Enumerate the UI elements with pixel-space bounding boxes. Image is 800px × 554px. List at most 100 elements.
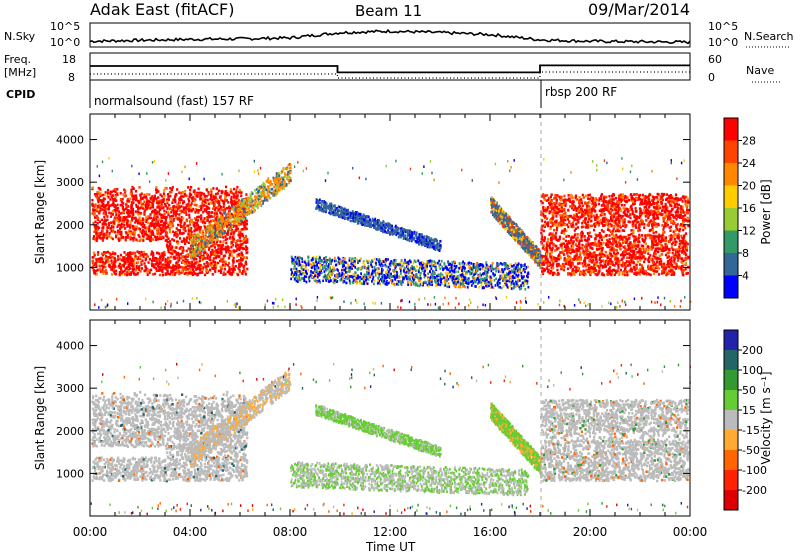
scatter-point — [411, 272, 413, 275]
scatter-point — [354, 257, 357, 260]
scatter-point — [310, 263, 313, 267]
scatter-point — [500, 270, 503, 273]
scatter-point — [338, 261, 340, 265]
scatter-point — [290, 273, 293, 276]
scatter-point — [451, 276, 454, 279]
scatter-point — [228, 219, 231, 222]
scatter-point — [221, 263, 225, 267]
scatter-point — [418, 272, 421, 275]
scatter-point — [370, 263, 373, 266]
scatter-point — [233, 205, 235, 209]
scatter-point — [263, 199, 266, 202]
scatter-point — [344, 268, 346, 272]
scatter-point — [492, 267, 495, 271]
scatter-point — [488, 280, 490, 284]
scatter-point — [511, 264, 513, 268]
scatter-point — [454, 275, 457, 279]
scatter-point — [107, 260, 110, 263]
scatter-point — [106, 215, 109, 218]
scatter-point — [490, 278, 493, 282]
scatter-point — [484, 281, 486, 285]
scatter-point — [421, 261, 424, 264]
scatter-point — [149, 216, 153, 220]
scatter-point — [143, 224, 146, 227]
scatter-point — [153, 225, 156, 228]
scatter-point — [453, 279, 455, 282]
scatter-point — [189, 229, 192, 232]
scatter-point — [202, 221, 205, 224]
scatter-point — [365, 275, 368, 279]
scatter-point — [229, 209, 231, 212]
scatter-point — [132, 225, 135, 228]
scatter-point — [238, 268, 241, 272]
scatter-point — [122, 208, 125, 211]
scatter-point — [222, 208, 225, 212]
scatter-point — [515, 273, 518, 277]
scatter-point — [476, 269, 478, 272]
scatter-point — [109, 190, 112, 194]
scatter-point — [283, 184, 286, 187]
scatter-point — [212, 253, 215, 256]
scatter-point — [174, 199, 177, 203]
scatter-point — [175, 231, 178, 234]
scatter-point — [94, 220, 97, 224]
scatter-point — [510, 283, 513, 286]
scatter-point — [438, 263, 441, 267]
scatter-point — [200, 197, 203, 201]
scatter-point — [287, 178, 290, 182]
scatter-point — [481, 286, 484, 290]
scatter-point — [253, 210, 255, 213]
scatter-point — [179, 232, 182, 235]
scatter-point — [239, 263, 242, 267]
scatter-point — [189, 188, 192, 192]
scatter-point — [495, 264, 498, 268]
scatter-point — [96, 198, 100, 202]
scatter-point — [245, 227, 248, 231]
scatter-point — [381, 267, 383, 271]
scatter-point — [463, 278, 466, 282]
scatter-point — [314, 274, 316, 277]
scatter-point — [180, 191, 183, 195]
scatter-point — [139, 230, 142, 233]
scatter-point — [384, 275, 386, 278]
scatter-point — [324, 257, 327, 261]
scatter-point — [191, 252, 194, 256]
scatter-point — [387, 258, 389, 261]
scatter-point — [351, 259, 354, 263]
scatter-point — [229, 206, 232, 210]
scatter-point — [134, 254, 137, 258]
scatter-point — [520, 263, 522, 267]
scatter-point — [506, 275, 509, 278]
scatter-point — [430, 267, 433, 271]
scatter-point — [393, 275, 396, 279]
scatter-point — [453, 284, 456, 287]
scatter-point — [244, 273, 247, 276]
scatter-point — [190, 197, 193, 200]
scatter-point — [232, 225, 235, 228]
scatter-point — [290, 255, 293, 259]
scatter-point — [320, 271, 323, 275]
scatter-point — [497, 270, 500, 273]
scatter-point — [500, 276, 503, 280]
scatter-point — [447, 268, 450, 272]
scatter-point — [134, 221, 137, 224]
scatter-point — [151, 259, 154, 263]
scatter-point — [369, 261, 372, 264]
scatter-point — [373, 257, 376, 261]
scatter-point — [198, 246, 201, 250]
scatter-point — [513, 264, 515, 267]
scatter-point — [310, 271, 313, 275]
scatter-point — [363, 277, 366, 280]
scatter-point — [206, 225, 208, 229]
scatter-point — [330, 259, 333, 263]
scatter-point — [462, 279, 465, 282]
scatter-point — [522, 267, 525, 271]
scatter-point — [99, 187, 102, 191]
scatter-point — [238, 270, 241, 273]
scatter-point — [108, 204, 111, 207]
scatter-point — [139, 196, 143, 200]
scatter-point — [380, 278, 382, 281]
scatter-point — [240, 204, 242, 208]
scatter-point — [359, 279, 361, 283]
scatter-point — [378, 263, 381, 266]
